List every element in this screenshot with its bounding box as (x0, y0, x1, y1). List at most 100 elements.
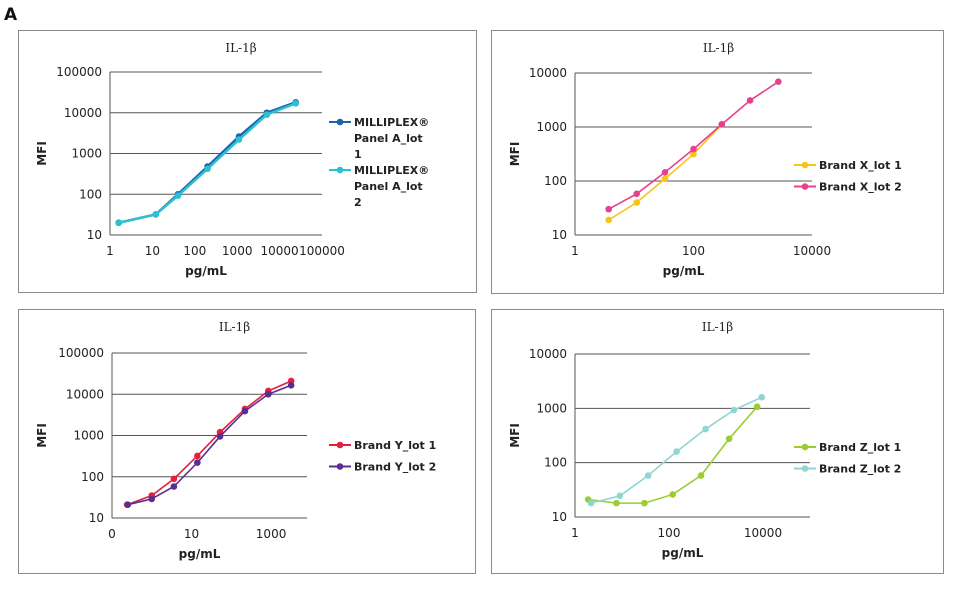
data-point (690, 145, 697, 153)
y-tick-label: 1000 (536, 401, 567, 415)
data-point (753, 403, 761, 411)
legend-item: Brand Z_lot 1 (794, 441, 901, 454)
y-axis-label: MFI (35, 423, 49, 448)
x-tick-label: 10 (184, 527, 199, 541)
y-tick-label: 100 (544, 456, 567, 470)
y-tick-label: 1000 (536, 120, 567, 134)
legend-label: Brand X_lot 1 (819, 159, 902, 172)
legend-label: Brand X_lot 2 (819, 181, 902, 194)
series-1 (605, 121, 726, 224)
legend-swatch-marker (336, 166, 344, 174)
x-tick-label: 1000 (222, 244, 253, 258)
y-tick-label: 100 (79, 187, 102, 201)
y-tick-label: 10000 (64, 106, 102, 120)
y-tick-label: 10 (552, 510, 567, 524)
data-point (690, 150, 697, 158)
x-axis-label: pg/mL (179, 547, 221, 561)
data-point (746, 97, 754, 104)
data-point (673, 448, 680, 455)
series-2 (115, 100, 300, 227)
chart-3: 10 100 1000 10000 100000 0 10 1000 IL-1β pg/mL MFI… (18, 309, 476, 574)
data-point (641, 499, 648, 507)
data-point (702, 425, 709, 433)
legend-swatch-marker (801, 443, 809, 451)
y-tick-label: 100000 (58, 346, 104, 360)
legend-label: Brand Y_lot 2 (354, 461, 436, 474)
y-tick-label: 1000 (71, 147, 102, 161)
y-tick-label: 10 (89, 511, 104, 525)
data-point (194, 459, 201, 466)
x-axis-label: pg/mL (185, 264, 227, 278)
legend-swatch-marker (801, 465, 809, 472)
data-point (644, 472, 652, 479)
x-tick-label: 10000 (261, 244, 299, 258)
data-point (264, 390, 272, 398)
legend-item: Brand Z_lot 2 (794, 463, 901, 476)
series-2 (605, 78, 782, 213)
figure-label: A (4, 5, 18, 25)
series-line (126, 380, 292, 506)
x-tick-label: 10 (145, 244, 160, 258)
data-point (718, 121, 726, 128)
legend-item: Brand X_lot 1 (794, 159, 902, 172)
y-tick-label: 10 (87, 228, 102, 242)
series-2 (587, 393, 766, 507)
y-axis-label: MFI (508, 423, 522, 448)
data-point (669, 491, 677, 498)
legend-item: Brand X_lot 2 (794, 181, 902, 194)
data-point (170, 475, 178, 483)
data-point (194, 452, 201, 460)
legend-swatch-marker (801, 183, 809, 190)
x-tick-label: 10000 (744, 526, 782, 540)
data-point (633, 190, 641, 198)
data-point (241, 407, 249, 415)
legend-swatch-marker (336, 463, 344, 470)
data-point (697, 472, 705, 479)
chart-title: IL-1β (219, 320, 250, 334)
legend-label: MILLIPLEX® Panel A_lot 2 (354, 164, 429, 209)
data-point (613, 499, 620, 507)
data-point (287, 381, 295, 389)
x-tick-label: 100 (658, 526, 681, 540)
legend-label: Brand Z_lot 2 (819, 463, 901, 476)
y-axis-label: MFI (35, 141, 49, 166)
x-axis-label: pg/mL (662, 546, 704, 560)
y-tick-label: 10 (552, 228, 567, 242)
data-point (633, 199, 641, 206)
x-tick-label: 100 (682, 244, 705, 258)
y-tick-label: 10000 (529, 66, 567, 80)
y-tick-label: 10000 (529, 347, 567, 361)
data-point (661, 175, 669, 183)
x-tick-label: 1 (106, 244, 114, 258)
legend-swatch-marker (336, 118, 344, 126)
data-point (725, 435, 733, 443)
x-tick-label: 1 (571, 244, 579, 258)
data-point (115, 219, 122, 227)
data-point (124, 501, 132, 509)
legend-item: MILLIPLEX® Panel A_lot 1 (329, 116, 429, 161)
legend-item: Brand Y_lot 1 (329, 439, 436, 452)
x-tick-label: 0 (108, 527, 116, 541)
legend-item: MILLIPLEX® Panel A_lot 2 (329, 164, 429, 209)
legend-swatch-marker (336, 441, 344, 449)
x-tick-label: 100 (183, 244, 206, 258)
data-point (152, 211, 160, 218)
data-point (204, 165, 211, 173)
data-point (730, 406, 738, 414)
y-tick-label: 100 (544, 174, 567, 188)
legend-label: Brand Y_lot 1 (354, 439, 436, 452)
y-axis-label: MFI (508, 142, 522, 167)
chart-title: IL-1β (703, 41, 734, 55)
data-point (174, 192, 182, 200)
y-tick-label: 100000 (56, 65, 102, 79)
data-point (775, 78, 782, 86)
data-point (605, 216, 612, 224)
series-line (127, 384, 292, 506)
series-2 (124, 381, 295, 509)
x-tick-label: 1 (571, 526, 579, 540)
data-point (661, 168, 669, 176)
data-point (758, 393, 766, 401)
chart-title: IL-1β (225, 41, 256, 55)
